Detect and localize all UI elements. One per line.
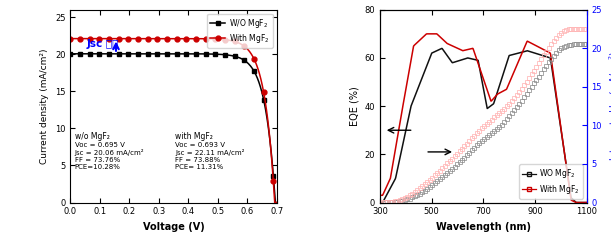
With MgF$_2$ bbox=[500, 90, 507, 92]
With MgF$_2$ bbox=[475, 63, 482, 66]
With MgF$_2$ bbox=[579, 201, 586, 204]
Text: w/o MgF₂: w/o MgF₂ bbox=[75, 132, 109, 141]
Line: WO MgF$_2$: WO MgF$_2$ bbox=[380, 49, 587, 203]
Text: with MgF₂: with MgF₂ bbox=[175, 132, 213, 141]
Y-axis label: Current density (mA/cm²): Current density (mA/cm²) bbox=[40, 48, 49, 164]
Line: With MgF$_2$: With MgF$_2$ bbox=[68, 36, 279, 205]
Text: Voc = 0.693 V
Jsc = 22.11 mA/cm²
FF = 73.88%
PCE= 11.31%: Voc = 0.693 V Jsc = 22.11 mA/cm² FF = 73… bbox=[175, 142, 244, 170]
X-axis label: Voltage (V): Voltage (V) bbox=[142, 222, 205, 232]
WO MgF$_2$ bbox=[579, 201, 586, 204]
W/O MgF$_2$ bbox=[189, 52, 197, 55]
W/O MgF$_2$ bbox=[189, 52, 196, 55]
W/O MgF$_2$ bbox=[67, 52, 75, 55]
WO MgF$_2$ bbox=[546, 56, 554, 59]
With MgF$_2$ bbox=[376, 194, 384, 197]
With MgF$_2$ bbox=[67, 37, 74, 40]
With MgF$_2$ bbox=[583, 201, 590, 204]
Line: W/O MgF$_2$: W/O MgF$_2$ bbox=[68, 51, 279, 205]
W/O MgF$_2$ bbox=[272, 201, 279, 204]
X-axis label: Wavelength (nm): Wavelength (nm) bbox=[436, 222, 531, 232]
WO MgF$_2$ bbox=[583, 201, 590, 204]
W/O MgF$_2$ bbox=[273, 201, 280, 204]
Text: Voc = 0.695 V
Jsc = 20.06 mA/cm²
FF = 73.76%
PCE=10.28%: Voc = 0.695 V Jsc = 20.06 mA/cm² FF = 73… bbox=[75, 142, 144, 170]
W/O MgF$_2$ bbox=[241, 59, 248, 62]
With MgF$_2$ bbox=[489, 99, 496, 102]
W/O MgF$_2$ bbox=[193, 52, 200, 55]
WO MgF$_2$ bbox=[376, 201, 384, 204]
With MgF$_2$ bbox=[241, 45, 248, 48]
W/O MgF$_2$ bbox=[254, 77, 261, 80]
WO MgF$_2$ bbox=[438, 47, 445, 50]
Y-axis label: EQE (%): EQE (%) bbox=[349, 86, 359, 126]
With MgF$_2$ bbox=[423, 32, 431, 35]
WO MgF$_2$ bbox=[476, 68, 483, 71]
WO MgF$_2$ bbox=[500, 72, 507, 75]
Line: With MgF$_2$: With MgF$_2$ bbox=[380, 34, 587, 203]
With MgF$_2$ bbox=[193, 37, 200, 40]
With MgF$_2$ bbox=[272, 201, 279, 204]
Y-axis label: Intergrated J$_{sc}$ (mA/cm$^2$): Intergrated J$_{sc}$ (mA/cm$^2$) bbox=[607, 51, 611, 162]
With MgF$_2$ bbox=[273, 201, 280, 204]
With MgF$_2$ bbox=[67, 37, 75, 40]
W/O MgF$_2$ bbox=[67, 52, 74, 55]
With MgF$_2$ bbox=[189, 37, 197, 40]
With MgF$_2$ bbox=[546, 51, 554, 54]
With MgF$_2$ bbox=[476, 67, 483, 70]
Legend: WO MgF$_2$, With MgF$_2$: WO MgF$_2$, With MgF$_2$ bbox=[519, 164, 583, 199]
With MgF$_2$ bbox=[189, 37, 196, 40]
Text: Jsc 향상: Jsc 향상 bbox=[87, 39, 119, 49]
With MgF$_2$ bbox=[573, 201, 580, 204]
Legend: W/O MgF$_2$, With MgF$_2$: W/O MgF$_2$, With MgF$_2$ bbox=[207, 14, 273, 48]
With MgF$_2$ bbox=[254, 66, 261, 69]
WO MgF$_2$ bbox=[489, 103, 496, 106]
WO MgF$_2$ bbox=[475, 61, 482, 64]
